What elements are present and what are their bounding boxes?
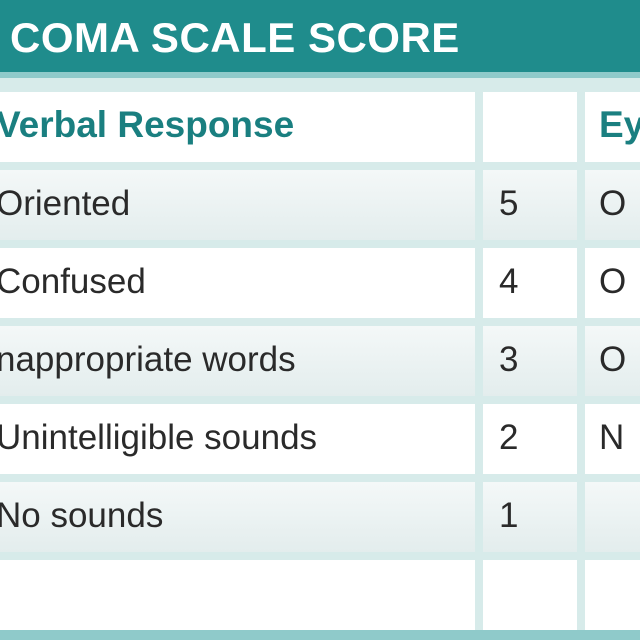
response-label: No sounds <box>0 496 164 535</box>
table-row-4-response-cell: Unintelligible sounds <box>0 404 475 474</box>
eye-response-label: O <box>599 262 627 301</box>
table-row-5-score-cell: 1 <box>483 482 577 552</box>
coma-scale-table: Verbal Response Ey Oriented 5 O Confused… <box>0 92 640 630</box>
table-row-5-eye-cell <box>585 482 640 552</box>
header-bar: COMA SCALE SCORE <box>0 0 640 78</box>
response-label: nappropriate words <box>0 340 296 379</box>
response-label: Confused <box>0 262 146 301</box>
table-row-2-eye-cell: O <box>585 248 640 318</box>
bottom-border <box>0 630 640 640</box>
table-row-3-eye-cell: O <box>585 326 640 396</box>
score-value: 3 <box>499 340 519 379</box>
table-row-2-response-cell: Confused <box>0 248 475 318</box>
table-row-4-score-cell: 2 <box>483 404 577 474</box>
table-row-3-response-cell: nappropriate words <box>0 326 475 396</box>
table-row-1-response-cell: Oriented <box>0 170 475 240</box>
table-row-4-eye-cell: N <box>585 404 640 474</box>
verbal-response-header-cell: Verbal Response <box>0 92 475 162</box>
table-row-6-eye-cell <box>585 560 640 630</box>
table-row-1-eye-cell: O <box>585 170 640 240</box>
score-value: 4 <box>499 262 519 301</box>
verbal-response-header: Verbal Response <box>0 104 295 145</box>
score-value: 1 <box>499 496 519 535</box>
response-label: Unintelligible sounds <box>0 418 318 457</box>
score-header-cell <box>483 92 577 162</box>
score-value: 2 <box>499 418 519 457</box>
table-row-1-score-cell: 5 <box>483 170 577 240</box>
table-row-6-response-cell <box>0 560 475 630</box>
eye-response-label: N <box>599 418 625 457</box>
eye-response-header: Ey <box>599 104 640 145</box>
table-row-5-response-cell: No sounds <box>0 482 475 552</box>
table-row-3-score-cell: 3 <box>483 326 577 396</box>
eye-response-header-cell: Ey <box>585 92 640 162</box>
eye-response-label: O <box>599 184 627 223</box>
page-title: COMA SCALE SCORE <box>10 14 460 61</box>
table-row-2-score-cell: 4 <box>483 248 577 318</box>
response-label: Oriented <box>0 184 131 223</box>
table-row-6-score-cell <box>483 560 577 630</box>
score-value: 5 <box>499 184 519 223</box>
eye-response-label: O <box>599 340 627 379</box>
